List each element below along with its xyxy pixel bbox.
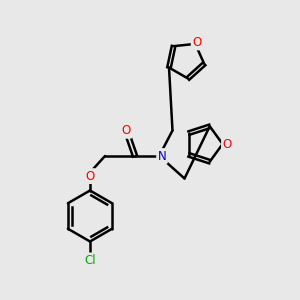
Text: Cl: Cl xyxy=(84,254,96,267)
Text: O: O xyxy=(223,137,232,151)
Text: O: O xyxy=(192,36,201,49)
Text: O: O xyxy=(85,169,94,183)
Text: O: O xyxy=(122,124,130,137)
Text: N: N xyxy=(158,149,166,163)
